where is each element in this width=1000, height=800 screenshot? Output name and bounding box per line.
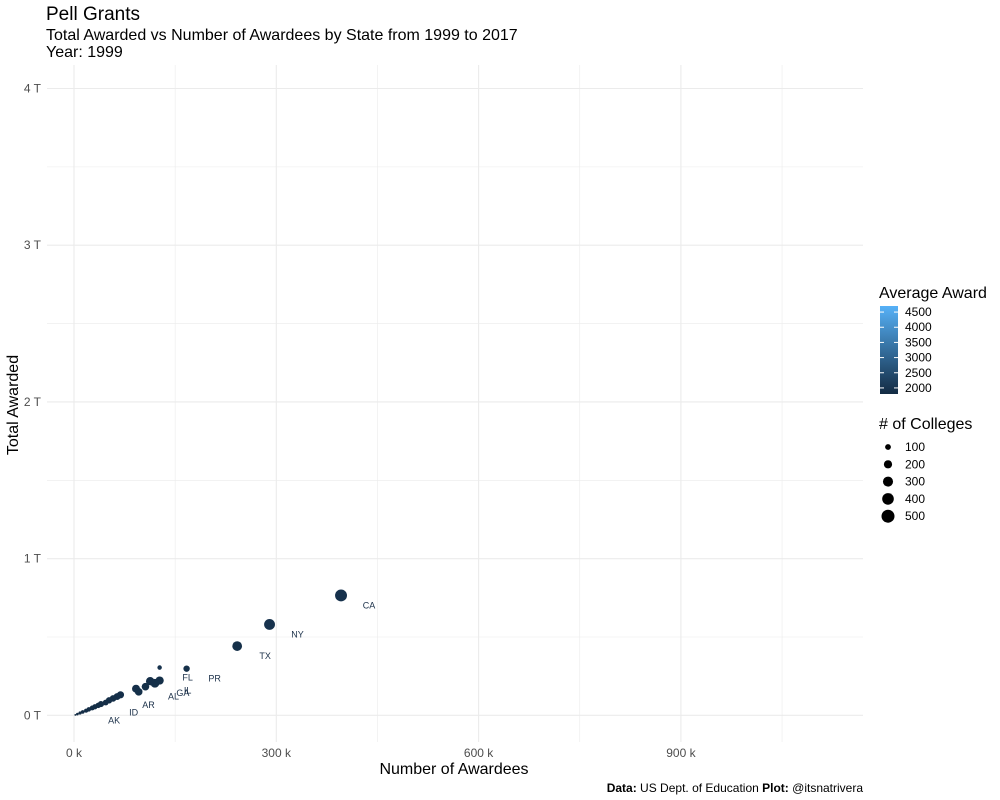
- data-point: [155, 676, 164, 685]
- data-point: [78, 711, 82, 715]
- point-label: AK: [108, 716, 120, 726]
- color-legend-label: 2500: [905, 366, 932, 380]
- point-label: GA: [176, 688, 189, 698]
- point-label: TX: [259, 651, 271, 661]
- point-label: AL: [168, 692, 179, 702]
- year-label: Year: 1999: [46, 44, 123, 61]
- caption-data-label: Data:: [606, 781, 637, 795]
- data-point: [183, 665, 190, 672]
- caption-plot-author: @itsnatrivera: [788, 781, 863, 795]
- x-tick-label: 300 k: [262, 746, 292, 760]
- color-legend-bar: [880, 306, 898, 394]
- chart-caption: Data: US Dept. of Education Plot: @itsna…: [607, 781, 863, 795]
- data-point: [80, 710, 85, 714]
- size-legend-label: 300: [905, 475, 925, 489]
- data-point: [232, 641, 243, 651]
- point-label: NY: [291, 629, 304, 639]
- size-legend-swatch: [882, 493, 894, 505]
- color-legend-label: 3500: [905, 335, 932, 349]
- x-tick-label: 600 k: [464, 746, 494, 760]
- y-tick-label: 4 T: [24, 82, 42, 96]
- y-axis-label: Total Awarded: [5, 355, 22, 455]
- axes: Number of Awardees Total Awarded 0 k 300 …: [5, 82, 697, 778]
- x-tick-label: 900 k: [666, 746, 696, 760]
- data-point: [335, 589, 347, 602]
- point-label: ID: [129, 708, 139, 718]
- data-point: [141, 682, 150, 691]
- data-point: [134, 688, 143, 696]
- data-point: [102, 699, 109, 706]
- x-axis-label: Number of Awardees: [379, 761, 528, 778]
- chart-title: Pell Grants: [46, 4, 140, 25]
- point-label: IL: [184, 686, 192, 696]
- y-tick-label: 2 T: [24, 395, 42, 409]
- point-label: CA: [363, 600, 376, 610]
- size-legend-label: 100: [905, 440, 925, 454]
- size-legend-title: # of Colleges: [879, 416, 972, 433]
- y-tick-label: 3 T: [24, 238, 42, 252]
- data-point: [145, 676, 155, 686]
- caption-plot-label: Plot:: [762, 781, 789, 795]
- data-point: [76, 712, 79, 716]
- chart-subtitle: Total Awarded vs Number of Awardees by S…: [46, 27, 518, 44]
- point-label: PR: [208, 674, 221, 684]
- y-tick-label: 1 T: [24, 552, 42, 566]
- size-legend-swatch: [881, 509, 895, 523]
- data-points: [74, 589, 347, 716]
- size-legend-label: 500: [905, 509, 925, 523]
- size-legend-label: 400: [905, 492, 925, 506]
- point-label: AR: [142, 700, 155, 710]
- caption-data-source: US Dept. of Education: [636, 781, 763, 795]
- data-point: [84, 708, 89, 713]
- data-point: [157, 665, 162, 670]
- y-tick-label: 0 T: [24, 708, 42, 722]
- size-legend: # of Colleges 100 200 300 400 500: [879, 416, 972, 523]
- color-legend-label: 3000: [905, 351, 932, 365]
- grid-lines: [47, 65, 863, 742]
- color-legend-title: Average Award: [879, 285, 987, 302]
- size-legend-swatch: [882, 476, 894, 487]
- data-point: [264, 619, 275, 630]
- size-legend-label: 200: [905, 457, 925, 471]
- x-tick-label: 0 k: [66, 746, 83, 760]
- color-legend-label: 4500: [905, 305, 932, 319]
- size-legend-swatch: [885, 444, 891, 450]
- size-legend-swatch: [883, 460, 893, 469]
- point-label: FL: [182, 673, 193, 683]
- data-point: [74, 713, 77, 716]
- color-legend-label: 4000: [905, 320, 932, 334]
- color-legend-label: 2000: [905, 381, 932, 395]
